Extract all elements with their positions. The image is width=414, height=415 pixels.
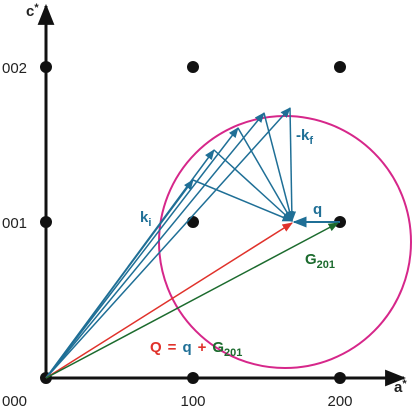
ki-vector: [45, 127, 239, 379]
axis-label-main: a: [394, 379, 403, 396]
eq-plus: +: [198, 339, 207, 356]
kf-label: -kf: [296, 127, 313, 147]
equation: Q = q + G201: [150, 339, 242, 359]
eq-G: G: [212, 339, 224, 356]
eq-Q: Q: [150, 339, 162, 356]
label-sub: 201: [317, 259, 335, 271]
ewald-circle: [158, 115, 412, 369]
ki-vector: [45, 112, 265, 379]
kf-vector: [237, 127, 293, 222]
tick-labels: 002 001 000 100 200: [2, 60, 353, 410]
tick-label: 200: [327, 393, 352, 410]
kf-vector: [192, 179, 293, 222]
lattice-point: [334, 61, 346, 73]
eq-q: q: [182, 339, 191, 356]
kf-vector: [263, 112, 294, 223]
label-sub: i: [148, 217, 151, 229]
axis-label-sup: *: [34, 2, 39, 14]
tick-label: 002: [2, 60, 27, 77]
tick-label: 000: [2, 393, 27, 410]
Q-vector: [45, 222, 293, 379]
lattice-point: [40, 61, 52, 73]
label-main: G: [305, 251, 317, 268]
eq-G-sub: 201: [224, 347, 242, 359]
lattice-point: [40, 216, 52, 228]
lattice-point: [334, 372, 346, 384]
label-main: -k: [296, 127, 310, 144]
lattice-point: [187, 216, 199, 228]
eq-equals: =: [168, 339, 177, 356]
kf-vector: [213, 149, 293, 222]
ki-vectors: [45, 107, 291, 379]
q-label: q: [313, 201, 322, 218]
ki-vector: [45, 149, 215, 379]
a-axis-label: a*: [394, 378, 407, 396]
tick-label: 100: [180, 393, 205, 410]
label-main: k: [140, 209, 149, 226]
kf-vector: [287, 107, 297, 223]
axis-label-main: c: [26, 3, 34, 20]
G-vector: [45, 222, 339, 379]
c-axis-label: c*: [26, 2, 39, 20]
label-sub: f: [309, 135, 313, 147]
ki-vector: [45, 107, 291, 379]
ki-label: ki: [140, 209, 151, 229]
tick-label: 001: [2, 215, 27, 232]
kf-vectors: [192, 107, 297, 223]
axis-label-sup: *: [402, 378, 407, 390]
lattice-point: [187, 61, 199, 73]
lattice-point: [187, 372, 199, 384]
G-label: G201: [305, 251, 335, 271]
